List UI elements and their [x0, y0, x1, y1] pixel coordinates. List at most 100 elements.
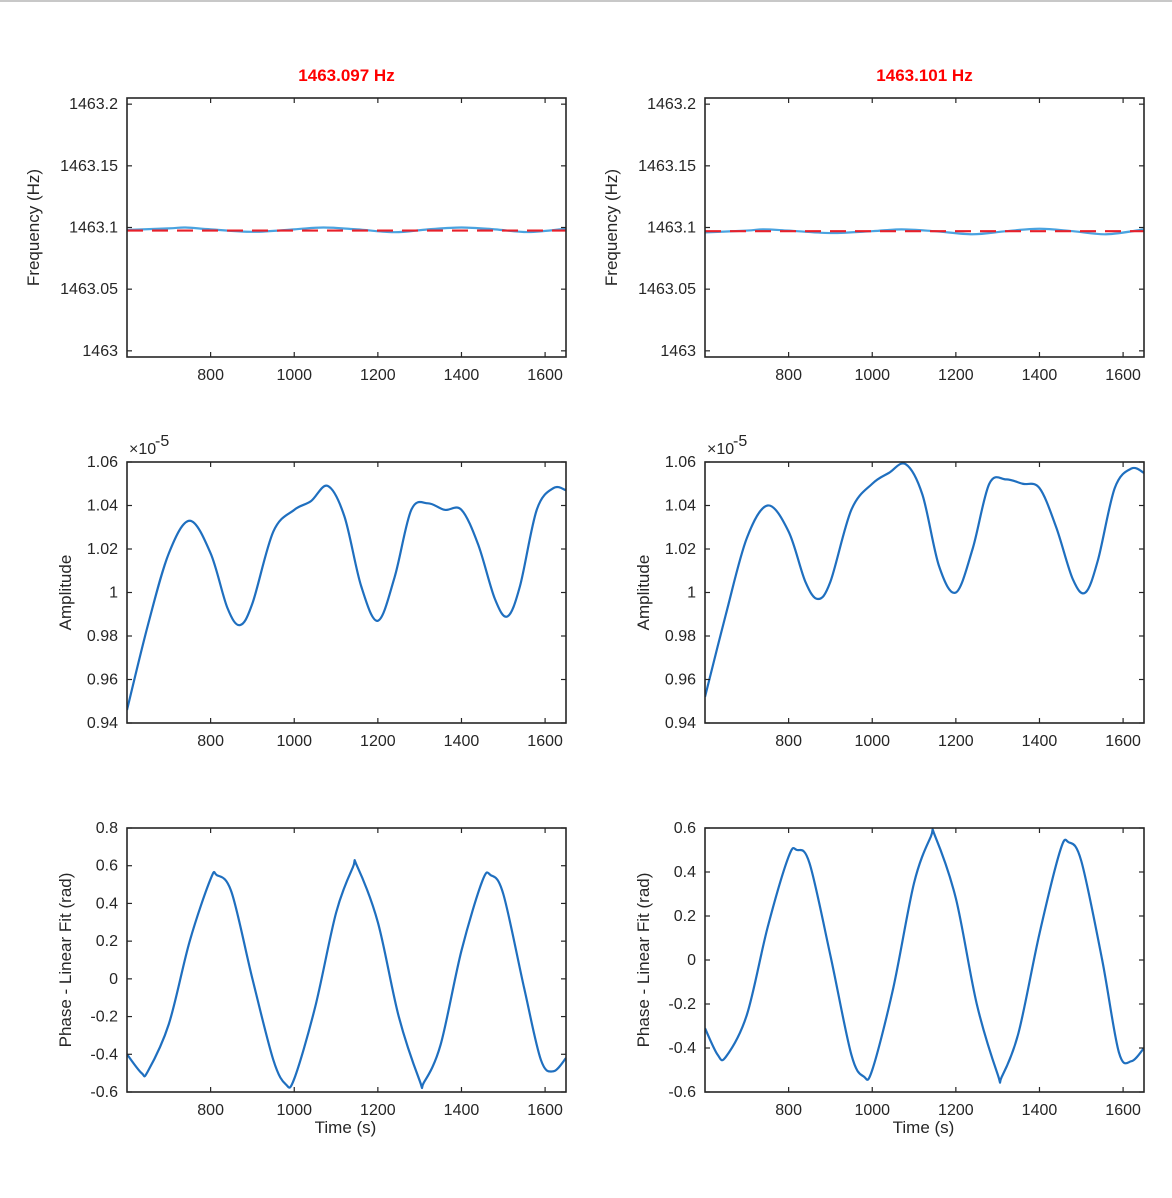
y-exponent-label: ×10: [707, 441, 734, 458]
y-tick-label: 1.04: [87, 498, 118, 515]
y-tick-label: -0.2: [668, 996, 696, 1013]
y-axis-label: Phase - Linear Fit (rad): [56, 873, 75, 1048]
x-tick-label: 1400: [1022, 733, 1058, 750]
series-line: [127, 226, 566, 234]
y-exponent-value: -5: [733, 433, 747, 450]
x-tick-label: 1000: [854, 733, 890, 750]
axes-frame: [704, 827, 1145, 1093]
x-tick-label: 800: [775, 733, 802, 750]
y-tick-label: 0.98: [87, 628, 118, 645]
x-tick-label: 800: [197, 367, 224, 384]
chart-title: 1463.097 Hz: [298, 66, 394, 85]
x-tick-label: 1200: [360, 1102, 396, 1119]
y-tick-label: 1.02: [665, 541, 696, 558]
y-tick-label: 1463.05: [60, 281, 118, 298]
y-axis-label: Amplitude: [56, 555, 75, 631]
y-tick-label: -0.6: [90, 1084, 118, 1101]
series-line: [127, 484, 566, 711]
x-tick-label: 1000: [276, 1102, 312, 1119]
x-tick-label: 1600: [1105, 367, 1141, 384]
x-tick-label: 800: [197, 733, 224, 750]
x-axis-label: Time (s): [893, 1118, 955, 1137]
y-axis-label: Phase - Linear Fit (rad): [634, 873, 653, 1048]
y-tick-label: 1463.15: [60, 158, 118, 175]
series-line: [705, 828, 1144, 1084]
axes-frame: [704, 97, 1145, 358]
y-tick-label: 1.06: [665, 454, 696, 471]
plot-area: [127, 859, 566, 1090]
x-tick-label: 1600: [527, 367, 563, 384]
y-axis-label: Frequency (Hz): [602, 169, 621, 286]
axes-frame: [126, 827, 567, 1093]
x-tick-label: 1200: [938, 1102, 974, 1119]
y-tick-label: 1.06: [87, 454, 118, 471]
x-tick-label: 1600: [527, 733, 563, 750]
y-tick-label: 0.94: [87, 715, 118, 732]
y-tick-label: 0.6: [96, 858, 118, 875]
x-tick-label: 800: [775, 1102, 802, 1119]
y-tick-label: 1463.2: [69, 96, 118, 113]
chart-phase-right: 800 1000 1200 1400 1600 -0.6 -0.4 -0.2 0 0.2 0.4 0.…: [634, 820, 1145, 1137]
x-tick-label: 1600: [1105, 1102, 1141, 1119]
y-tick-label: 0.4: [96, 895, 118, 912]
series-line: [127, 859, 566, 1090]
x-tick-label: 800: [197, 1102, 224, 1119]
x-tick-label: 1200: [938, 733, 974, 750]
y-tick-label: 1463.05: [638, 281, 696, 298]
y-axis-label: Frequency (Hz): [24, 169, 43, 286]
y-tick-label: 1463.1: [69, 220, 118, 237]
y-tick-label: -0.2: [90, 1009, 118, 1026]
y-tick-label: 1463.15: [638, 158, 696, 175]
y-tick-label: 1463.2: [647, 96, 696, 113]
y-tick-label: 0.98: [665, 628, 696, 645]
y-tick-label: 0.2: [96, 933, 118, 950]
y-tick-label: -0.4: [668, 1040, 696, 1057]
y-tick-label: 0.8: [96, 820, 118, 837]
x-tick-label: 1000: [276, 367, 312, 384]
x-tick-label: 1200: [360, 367, 396, 384]
y-tick-label: -0.6: [668, 1084, 696, 1101]
y-tick-label: 0.96: [87, 672, 118, 689]
axes-frame: [126, 461, 567, 724]
x-tick-label: 1000: [854, 1102, 890, 1119]
x-axis-label: Time (s): [315, 1118, 377, 1137]
x-tick-label: 1400: [1022, 1102, 1058, 1119]
x-tick-label: 1200: [938, 367, 974, 384]
y-tick-label: 1.04: [665, 498, 696, 515]
y-tick-label: 1: [687, 585, 696, 602]
y-tick-label: 0.6: [674, 820, 696, 837]
x-tick-label: 1000: [276, 733, 312, 750]
y-tick-label: 0.96: [665, 672, 696, 689]
x-tick-label: 1400: [1022, 367, 1058, 384]
x-tick-label: 1400: [444, 1102, 480, 1119]
x-tick-label: 1200: [360, 733, 396, 750]
top-rule: [0, 0, 1172, 2]
chart-amp-right: 800 1000 1200 1400 1600 0.94 0.96 0.98 1 1.02 1.04…: [634, 433, 1145, 750]
chart-amp-left: 800 1000 1200 1400 1600 0.94 0.96 0.98 1 1.02 1.04…: [56, 433, 567, 750]
y-tick-label: 0.2: [674, 908, 696, 925]
plot-area: [705, 462, 1144, 698]
chart-title: 1463.101 Hz: [876, 66, 972, 85]
x-tick-label: 1000: [854, 367, 890, 384]
y-tick-label: 0: [109, 971, 118, 988]
y-tick-label: 1463: [82, 343, 118, 360]
y-tick-label: 1.02: [87, 541, 118, 558]
y-exponent-value: -5: [155, 433, 169, 450]
series-line: [705, 462, 1144, 698]
plot-area: [127, 226, 566, 234]
plot-area: [705, 227, 1144, 236]
y-axis-label: Amplitude: [634, 555, 653, 631]
x-tick-label: 1400: [444, 733, 480, 750]
y-tick-label: 1463: [660, 343, 696, 360]
chart-freq-left: 800 1000 1200 1400 1600 1463 1463.05 1463.1 1463…: [24, 66, 567, 384]
plot-area: [705, 828, 1144, 1084]
plot-area: [127, 484, 566, 711]
chart-freq-right: 800 1000 1200 1400 1600 1463 1463.05 1463.1 1463…: [602, 66, 1145, 384]
y-tick-label: 1463.1: [647, 220, 696, 237]
x-tick-label: 1400: [444, 367, 480, 384]
x-tick-label: 1600: [1105, 733, 1141, 750]
y-tick-label: 0.94: [665, 715, 696, 732]
chart-phase-left: 800 1000 1200 1400 1600 -0.6 -0.4 -0.2 0 0.2 0.4 0.…: [56, 820, 567, 1137]
y-tick-label: 1: [109, 585, 118, 602]
